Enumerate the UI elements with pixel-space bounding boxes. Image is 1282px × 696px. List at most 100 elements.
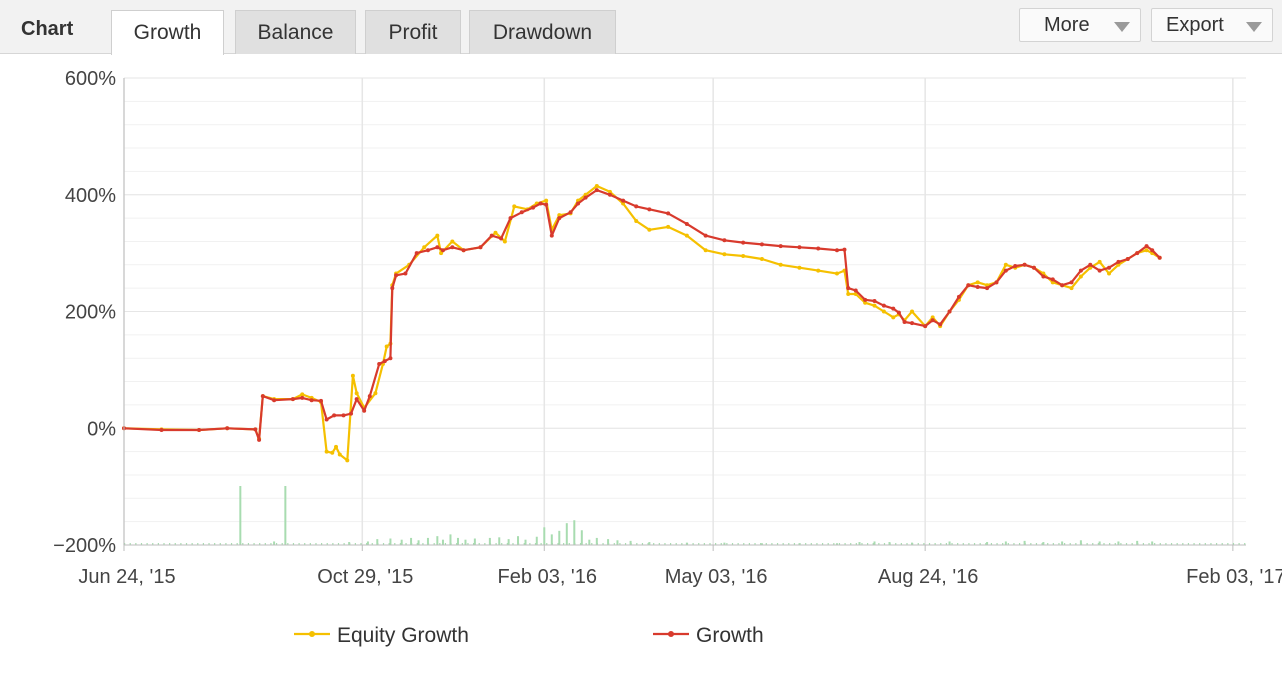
volume-bar xyxy=(247,543,250,545)
volume-bar xyxy=(1182,543,1184,545)
volume-bar xyxy=(647,543,649,545)
equity-growth-point xyxy=(324,449,329,454)
volume-bar xyxy=(962,543,964,545)
tab-growth[interactable]: Growth xyxy=(111,10,224,55)
volume-bar xyxy=(472,543,475,545)
volume-bar xyxy=(191,543,193,545)
volume-bar xyxy=(760,543,762,545)
volume-bar xyxy=(517,536,520,545)
volume-bar xyxy=(416,543,418,545)
chart-toolbar: Chart Growth Balance Profit Drawdown Mor… xyxy=(0,0,1282,55)
equity-growth-point xyxy=(684,233,689,238)
volume-bar xyxy=(529,543,531,545)
volume-bar xyxy=(616,540,619,545)
volume-bar xyxy=(900,543,902,545)
volume-bar xyxy=(573,520,576,545)
equity-growth-point xyxy=(594,183,599,188)
volume-bar xyxy=(895,543,897,545)
equity-growth-point xyxy=(1003,262,1008,267)
x-tick-label: Feb 03, '17 xyxy=(1186,566,1282,588)
volume-bar xyxy=(512,543,514,545)
volume-bar xyxy=(782,543,784,545)
growth-point xyxy=(1060,283,1065,288)
growth-point xyxy=(557,216,562,221)
growth-point xyxy=(324,417,329,422)
volume-bar xyxy=(140,543,143,545)
growth-point xyxy=(759,242,764,247)
volume-bar xyxy=(433,543,435,545)
volume-bar xyxy=(236,543,238,545)
volume-bar xyxy=(726,543,728,545)
volume-bar xyxy=(748,543,750,545)
growth-point xyxy=(538,201,543,206)
growth-point xyxy=(544,202,549,207)
volume-bar xyxy=(858,542,861,545)
volume-bar xyxy=(1064,543,1066,545)
volume-bar xyxy=(1170,543,1173,545)
volume-bar xyxy=(973,543,976,545)
growth-point xyxy=(1013,263,1018,268)
equity-growth-point xyxy=(345,458,350,463)
equity-growth-point xyxy=(607,189,612,194)
volume-bar xyxy=(1227,543,1229,545)
volume-bar xyxy=(1058,543,1060,545)
volume-bar xyxy=(382,543,385,545)
tab-drawdown[interactable]: Drawdown xyxy=(469,10,616,54)
volume-bar xyxy=(945,543,947,545)
volume-bar xyxy=(911,542,914,545)
growth-point xyxy=(549,233,554,238)
equity-growth-point xyxy=(778,262,783,267)
export-button[interactable]: Export xyxy=(1151,8,1273,42)
legend-marker-growth xyxy=(668,631,674,637)
volume-bar xyxy=(557,543,559,545)
volume-bar xyxy=(731,543,734,545)
growth-point xyxy=(272,398,277,403)
volume-bar xyxy=(488,537,491,545)
volume-bar xyxy=(1061,541,1064,545)
equity-growth-point xyxy=(975,280,980,285)
equity-growth-point xyxy=(439,251,444,256)
volume-bar xyxy=(174,543,176,545)
volume-bar xyxy=(1023,540,1026,545)
x-tick-label: Jun 24, '15 xyxy=(78,566,175,588)
growth-point xyxy=(499,236,504,241)
growth-point xyxy=(666,211,671,216)
more-button[interactable]: More xyxy=(1019,8,1141,42)
volume-bar xyxy=(793,543,796,545)
volume-bar xyxy=(230,543,233,545)
growth-point xyxy=(319,398,324,403)
equity-growth-point xyxy=(350,373,355,378)
growth-point xyxy=(947,309,952,314)
volume-bar xyxy=(1092,543,1094,545)
growth-point xyxy=(309,398,314,403)
volume-bar xyxy=(1131,543,1133,545)
equity-growth-point xyxy=(334,444,339,449)
volume-bar xyxy=(1199,543,1201,545)
volume-bar xyxy=(709,543,711,545)
volume-bar xyxy=(495,543,497,545)
volume-bar xyxy=(399,543,402,545)
volume-bar xyxy=(821,543,824,545)
volume-bar xyxy=(985,543,987,545)
volume-bar xyxy=(550,534,553,545)
volume-bar xyxy=(1154,543,1156,545)
volume-bar xyxy=(1103,543,1105,545)
volume-bar xyxy=(563,543,565,545)
equity-growth-point xyxy=(1069,286,1074,291)
y-tick-label: −200% xyxy=(53,535,116,557)
growth-point xyxy=(1107,265,1112,270)
equity-growth-line xyxy=(123,184,1161,462)
growth-point xyxy=(881,303,886,308)
equity-growth-point xyxy=(435,233,440,238)
volume-bar xyxy=(501,543,503,545)
volume-bar xyxy=(595,537,598,545)
volume-bar xyxy=(833,543,835,545)
volume-bar xyxy=(602,543,604,545)
tab-balance[interactable]: Balance xyxy=(235,10,356,54)
volume-bar xyxy=(1120,543,1122,545)
volume-bar xyxy=(844,543,846,545)
tab-profit[interactable]: Profit xyxy=(365,10,461,54)
equity-growth-point xyxy=(493,230,498,235)
growth-point xyxy=(891,306,896,311)
equity-growth-point xyxy=(930,315,935,320)
